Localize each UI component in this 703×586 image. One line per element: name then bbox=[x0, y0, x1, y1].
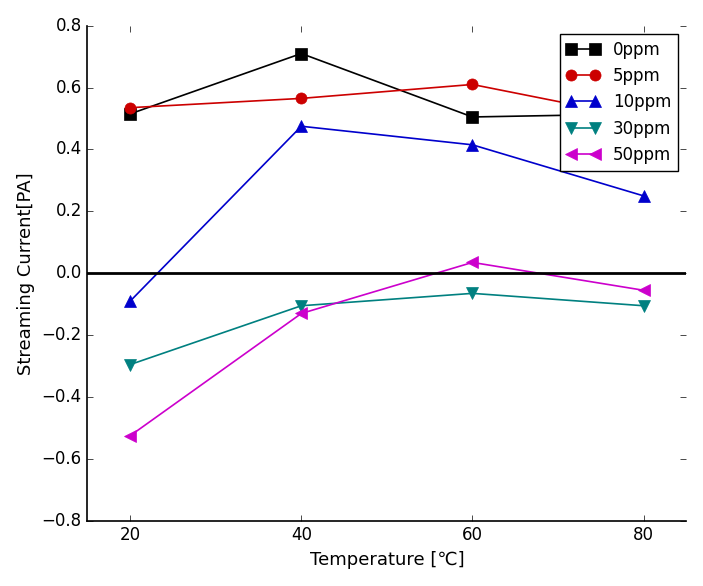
50ppm bbox=[468, 259, 477, 266]
50ppm bbox=[639, 287, 647, 294]
30ppm bbox=[126, 361, 134, 368]
Line: 30ppm: 30ppm bbox=[124, 288, 649, 370]
10ppm bbox=[297, 122, 306, 130]
Line: 0ppm: 0ppm bbox=[124, 48, 649, 122]
0ppm bbox=[297, 50, 306, 57]
5ppm bbox=[126, 104, 134, 111]
10ppm bbox=[639, 192, 647, 199]
Y-axis label: Streaming Current[PA]: Streaming Current[PA] bbox=[17, 172, 34, 374]
Line: 50ppm: 50ppm bbox=[124, 257, 649, 441]
10ppm bbox=[126, 298, 134, 305]
30ppm bbox=[468, 290, 477, 297]
5ppm bbox=[639, 115, 647, 122]
Line: 5ppm: 5ppm bbox=[124, 79, 649, 124]
Legend: 0ppm, 5ppm, 10ppm, 30ppm, 50ppm: 0ppm, 5ppm, 10ppm, 30ppm, 50ppm bbox=[560, 34, 678, 171]
Line: 10ppm: 10ppm bbox=[124, 121, 649, 306]
X-axis label: Temperature [℃]: Temperature [℃] bbox=[309, 551, 464, 570]
30ppm bbox=[297, 302, 306, 309]
5ppm bbox=[297, 95, 306, 102]
50ppm bbox=[297, 310, 306, 317]
5ppm bbox=[468, 81, 477, 88]
30ppm bbox=[639, 302, 647, 309]
0ppm bbox=[126, 110, 134, 117]
50ppm bbox=[126, 432, 134, 440]
10ppm bbox=[468, 141, 477, 148]
0ppm bbox=[639, 110, 647, 117]
0ppm bbox=[468, 114, 477, 121]
